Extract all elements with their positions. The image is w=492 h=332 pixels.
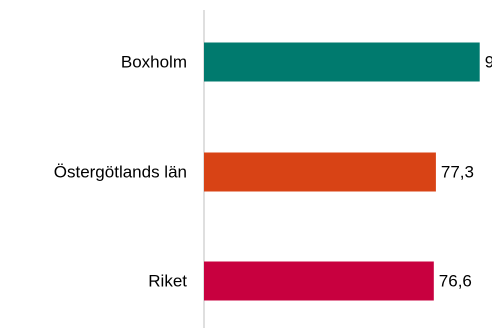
value-label-2: 76,6	[439, 272, 472, 291]
category-label-1: Östergötlands län	[54, 163, 187, 182]
bar-2	[204, 261, 434, 301]
bar-0	[204, 42, 480, 82]
category-label-2: Riket	[148, 272, 187, 291]
labels-layer: Boxholm 91,9 Östergötlands län 77,3 Riket 76,…	[54, 53, 492, 291]
value-label-0: 91,9	[485, 53, 492, 72]
bar-1	[204, 152, 436, 192]
value-label-1: 77,3	[441, 163, 474, 182]
bars-layer	[204, 42, 480, 301]
category-label-0: Boxholm	[121, 53, 187, 72]
